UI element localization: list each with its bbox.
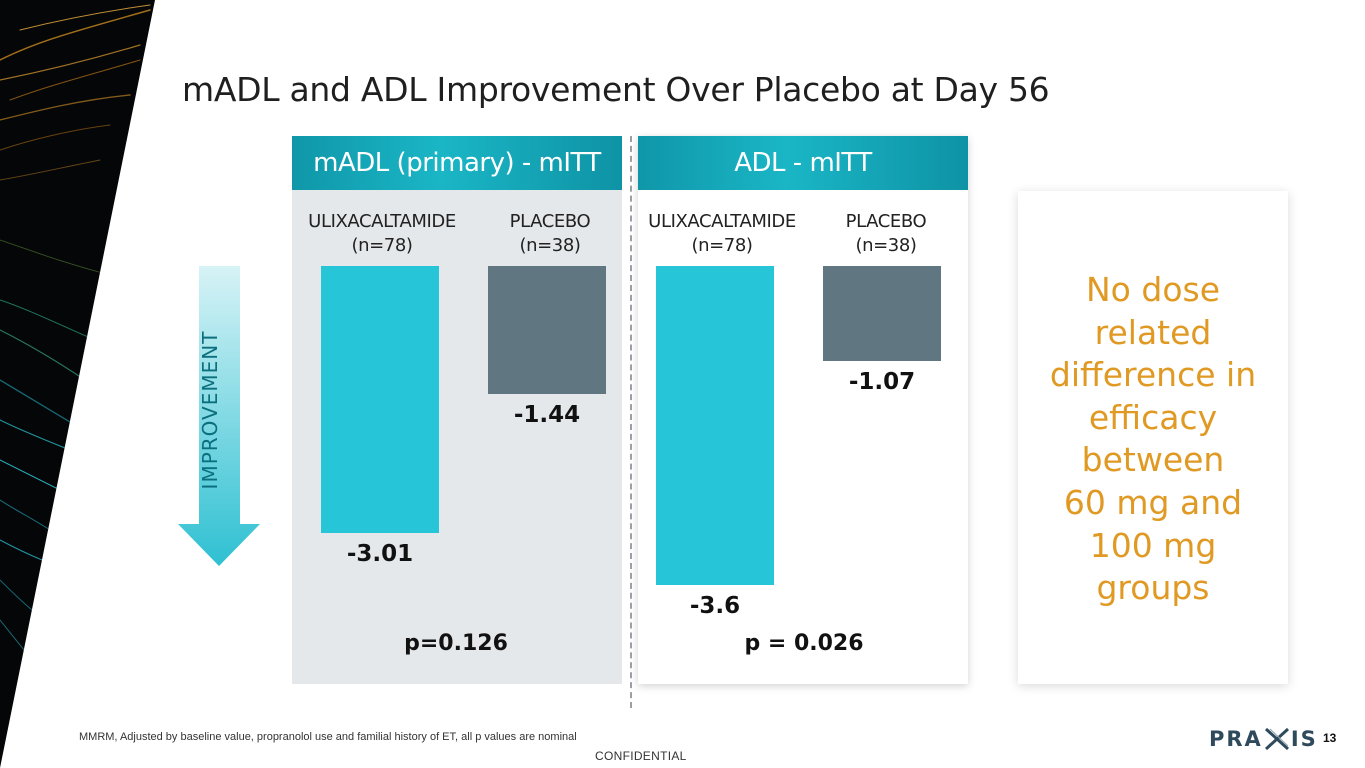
madl-drug-label: ULIXACALTAMIDE (n=78): [302, 210, 462, 258]
confidential-label: CONFIDENTIAL: [595, 749, 687, 763]
adl-drug-value: -3.6: [689, 593, 741, 619]
madl-drug-bar: [321, 266, 439, 533]
praxis-logo: PRA IS: [1209, 727, 1318, 751]
conclusion-line: 60 mg and: [1063, 482, 1243, 522]
adl-drug-name: ULIXACALTAMIDE: [648, 211, 796, 232]
logo-text-right: IS: [1290, 727, 1318, 751]
adl-placebo-value: -1.07: [848, 369, 916, 395]
adl-placebo-label: PLACEBO (n=38): [806, 210, 966, 258]
page-title: mADL and ADL Improvement Over Placebo at…: [182, 70, 1050, 109]
madl-placebo-label: PLACEBO (n=38): [470, 210, 630, 258]
adl-drug-label: ULIXACALTAMIDE (n=78): [642, 210, 802, 258]
adl-placebo-name: PLACEBO: [845, 211, 927, 232]
adl-placebo-n: (n=38): [855, 235, 917, 256]
adl-p-value: p = 0.026: [744, 631, 864, 656]
madl-placebo-name: PLACEBO: [509, 211, 591, 232]
conclusion-line: 100 mg: [1089, 525, 1217, 565]
improvement-arrow: [178, 266, 260, 566]
conclusion-line: No dose: [1086, 270, 1220, 309]
madl-placebo-bar: [488, 266, 606, 394]
conclusion-callout: No dose related difference in efficacy betwe…: [1018, 191, 1288, 684]
conclusion-text: No dose related difference in efficacy betwe…: [1018, 269, 1288, 610]
madl-drug-value: -3.01: [346, 541, 414, 567]
adl-drug-bar: [656, 266, 774, 585]
logo-text-left: PRA: [1209, 727, 1263, 751]
panel-divider: [630, 136, 632, 708]
conclusion-line: difference in: [1049, 355, 1257, 395]
madl-placebo-value: -1.44: [513, 402, 581, 428]
madl-p-value: p=0.126: [404, 631, 508, 656]
madl-drug-name: ULIXACALTAMIDE: [308, 211, 456, 232]
page-number: 13: [1323, 731, 1337, 745]
adl-panel-header: ADL - mITT: [638, 136, 968, 190]
madl-panel-header: mADL (primary) - mITT: [292, 136, 622, 190]
adl-placebo-bar: [823, 266, 941, 361]
footnote: MMRM, Adjusted by baseline value, propra…: [79, 731, 577, 743]
conclusion-line: groups: [1096, 568, 1210, 608]
improvement-label: IMPROVEMENT: [198, 330, 222, 490]
adl-drug-n: (n=78): [691, 235, 753, 256]
conclusion-line: related: [1094, 312, 1212, 352]
conclusion-line: between: [1081, 440, 1225, 480]
conclusion-line: efficacy: [1088, 397, 1218, 437]
logo-x-mark: [1264, 727, 1290, 751]
madl-drug-n: (n=78): [351, 235, 413, 256]
madl-placebo-n: (n=38): [519, 235, 581, 256]
madl-chart-panel: mADL (primary) - mITT: [292, 136, 622, 684]
